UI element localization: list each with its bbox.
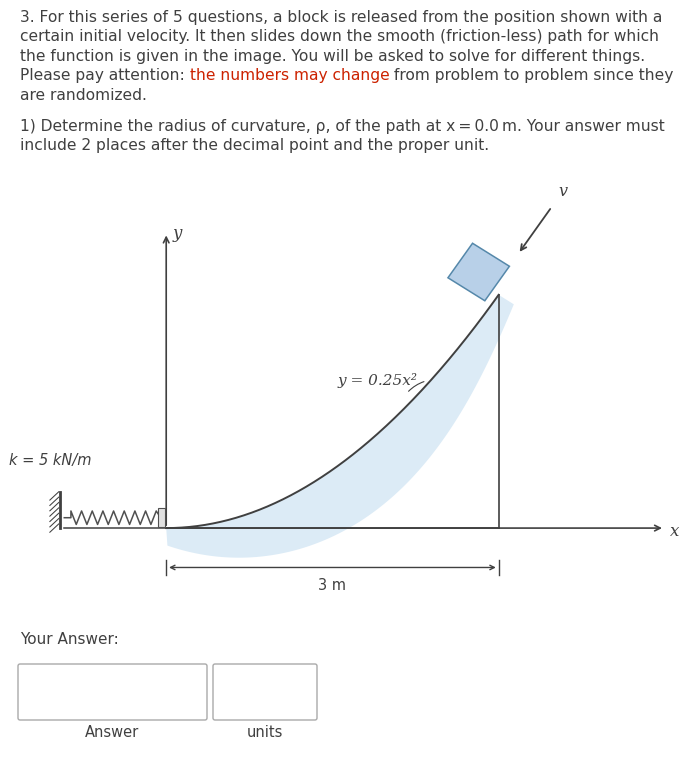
Text: are randomized.: are randomized. (20, 88, 147, 103)
Bar (159, 509, 165, 527)
Text: y = 0.25x²: y = 0.25x² (338, 374, 418, 388)
Text: units: units (247, 725, 283, 740)
Text: x: x (671, 523, 679, 540)
Text: the numbers may change: the numbers may change (190, 69, 390, 83)
FancyBboxPatch shape (213, 664, 317, 720)
Text: y: y (173, 225, 182, 243)
Text: from problem to problem since they: from problem to problem since they (390, 69, 674, 83)
Text: Please pay attention:: Please pay attention: (20, 69, 190, 83)
Text: 3 m: 3 m (318, 578, 346, 593)
Text: 3. For this series of 5 questions, a block is released from the position shown w: 3. For this series of 5 questions, a blo… (20, 10, 662, 25)
Text: 1) Determine the radius of curvature, ρ, of the path at x = 0.0 m. Your answer m: 1) Determine the radius of curvature, ρ,… (20, 119, 665, 134)
Polygon shape (166, 295, 514, 558)
Text: the function is given in the image. You will be asked to solve for different thi: the function is given in the image. You … (20, 49, 645, 64)
FancyBboxPatch shape (18, 664, 207, 720)
Text: k = 5 kN/m: k = 5 kN/m (9, 453, 91, 468)
Text: Answer: Answer (85, 725, 139, 740)
Text: v: v (559, 183, 567, 200)
Polygon shape (448, 243, 510, 301)
Text: Your Answer:: Your Answer: (20, 632, 119, 647)
Text: include 2 places after the decimal point and the proper unit.: include 2 places after the decimal point… (20, 139, 489, 154)
Text: certain initial velocity. It then slides down the smooth (friction-less) path fo: certain initial velocity. It then slides… (20, 30, 659, 44)
